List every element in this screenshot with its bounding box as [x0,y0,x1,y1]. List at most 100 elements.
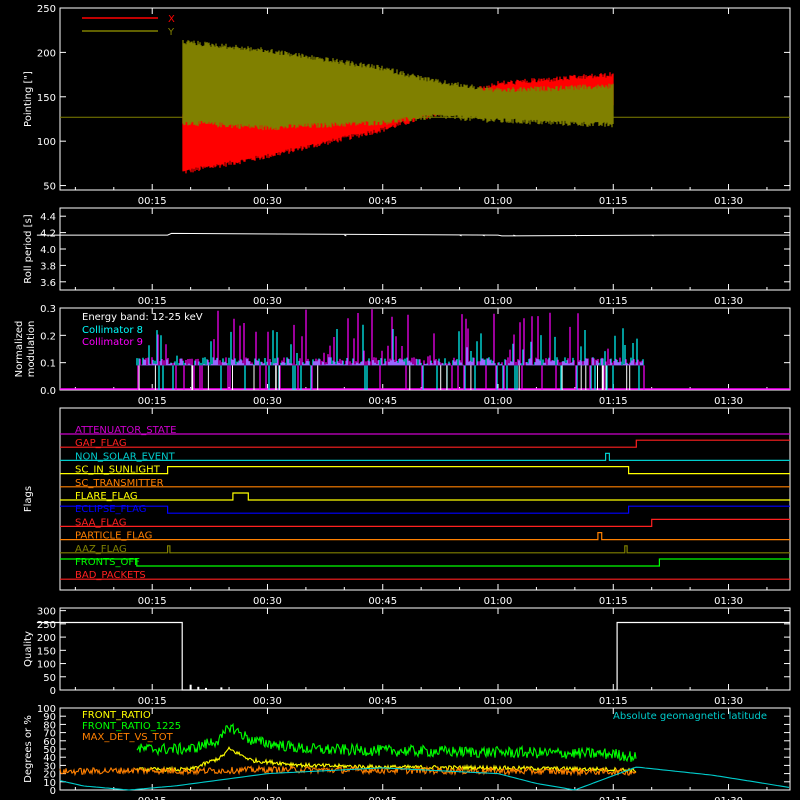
flag-label-flare-flag: FLARE_FLAG [75,491,138,502]
flag-line-saa-flag [60,518,790,527]
legend-label-front-ratio: FRONT_RATIO [82,710,151,721]
y-tick-label: 250 [37,4,56,15]
x-tick-label: 00:30 [253,396,282,407]
y-tick-label: 0.2 [40,331,56,342]
roll-period-line [36,232,790,237]
roll-period-glitch [513,234,516,237]
legend-label-y: Y [167,27,175,38]
series-line-max-det-vs-tot [59,764,637,777]
modulation-bars-collimator-8 [136,324,644,390]
roll-period-glitch [459,234,462,237]
y-tick-label: 50 [43,745,56,756]
x-tick-label: 00:45 [368,296,397,307]
flag-line-eclipse-flag [60,505,790,514]
y-tick-label: 300 [37,607,56,618]
x-tick-label: 01:15 [599,396,628,407]
legend-label-geomagnetic-latitude: Absolute geomagnetic latitude [613,711,767,722]
data-layer [36,17,790,791]
x-tick-label: 01:30 [714,396,743,407]
flag-label-particle-flag: PARTICLE_FLAG [75,531,152,542]
y-axis-label: Quality [23,631,34,667]
flag-label-aaz-flag: AAZ_FLAG [75,544,127,555]
y-axis-label: Flags [23,486,34,512]
y-tick-label: 150 [37,93,56,104]
x-tick-label: 01:00 [484,296,513,307]
flag-label-eclipse-flag: ECLIPSE_FLAG [75,504,146,515]
x-tick-label: 01:15 [599,696,628,707]
y-tick-label: 80 [43,720,56,731]
x-tick-label: 00:15 [138,396,167,407]
y-tick-label: 0.0 [40,386,56,397]
flag-label-bad-packets: BAD_PACKETS [75,570,146,581]
legend-label-max-det-vs-tot: MAX_DET_VS_TOT [82,732,174,743]
x-tick-label: 00:15 [138,296,167,307]
y-axis-label: Pointing ["] [23,71,34,127]
y-tick-label: 30 [43,761,56,772]
y-tick-label: 3.8 [40,261,56,272]
legend-label-x: X [168,14,175,25]
x-tick-label: 01:00 [484,396,513,407]
x-tick-label: 01:15 [599,796,628,800]
y-tick-label: 10 [43,778,56,789]
x-tick-label: 00:15 [138,596,167,607]
x-tick-label: 00:45 [368,396,397,407]
y-tick-label: 4.4 [40,212,56,223]
x-tick-label: 01:00 [484,796,513,800]
flag-line-sc-in-sunlight [60,466,790,475]
y-tick-label: 40 [43,753,56,764]
flag-label-saa-flag: SAA_FLAG [75,517,126,528]
x-tick-label: 01:00 [484,196,513,207]
plot-frame-1 [59,7,791,191]
x-tick-label: 00:30 [253,296,282,307]
modulation-bars-collimator-9 [137,309,645,390]
y-tick-label: 200 [37,633,56,644]
x-tick-label: 01:30 [714,796,743,800]
y-tick-label: 200 [37,48,56,59]
y-tick-label: 0 [50,786,56,797]
y-tick-label: 4.0 [40,245,56,256]
series-y-oscillation [182,40,614,131]
flag-label-fronts-off: FRONTS_OFF [75,557,140,568]
flag-line-gap-flag [60,439,790,448]
x-tick-label: 00:45 [368,796,397,800]
y-axis-label: Roll period [s] [23,214,34,283]
y-tick-label: 20 [43,770,56,781]
modulation-dropouts [138,365,631,390]
flag-label-non-solar-event: NON_SOLAR_EVENT [75,451,176,462]
flag-label-gap-flag: GAP_FLAG [75,438,127,449]
x-tick-label: 00:30 [253,696,282,707]
flag-line-particle-flag [60,532,790,541]
x-tick-label: 01:30 [714,596,743,607]
y-tick-label: 150 [37,646,56,657]
x-tick-label: 00:15 [138,696,167,707]
x-tick-label: 00:30 [253,196,282,207]
x-tick-label: 00:30 [253,796,282,800]
roll-period-glitch [344,234,347,237]
roll-period-glitch [482,234,485,237]
y-axis-label: Degrees or % [23,715,34,783]
x-tick-label: 01:30 [714,196,743,207]
x-tick-label: 00:30 [253,596,282,607]
x-tick-label: 01:15 [599,596,628,607]
legend-label-collimator-9: Collimator 9 [82,337,143,348]
y-tick-label: 90 [43,712,56,723]
x-tick-label: 00:15 [138,796,167,800]
x-tick-label: 00:45 [368,596,397,607]
x-tick-label: 00:45 [368,196,397,207]
roll-period-glitch [574,234,578,237]
y-tick-label: 60 [43,737,56,748]
quality-line [36,621,790,691]
plot-frame-3 [59,307,791,391]
y-tick-label: 4.2 [40,229,56,240]
legend-label-collimator-8: Collimator 8 [82,325,143,336]
plot-frame-4 [59,407,791,591]
x-tick-label: 00:15 [138,196,167,207]
flag-label-sc-transmitter: SC_TRANSMITTER [75,478,164,489]
y-tick-label: 100 [37,137,56,148]
flag-label-sc-in-sunlight: SC_IN_SUNLIGHT [75,465,161,476]
y-tick-label: 0.3 [40,304,56,315]
y-tick-label: 100 [37,660,56,671]
y-tick-label: 50 [43,673,56,684]
